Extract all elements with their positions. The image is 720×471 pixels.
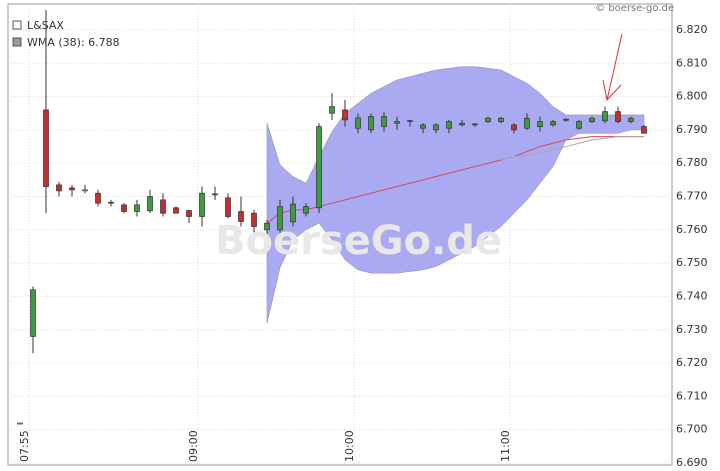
candle-body [394, 121, 400, 124]
y-tick-label: 6.690 [676, 456, 708, 469]
legend-label: L&SAX [27, 19, 64, 32]
copyright: © boerse-go.de [595, 3, 674, 14]
candle-body [615, 111, 621, 122]
line-series [500, 136, 644, 161]
candle-body [43, 109, 49, 187]
candle-body [602, 111, 608, 122]
y-tick-label: 6.710 [676, 389, 708, 402]
y-tick-label: 6.700 [676, 423, 708, 436]
candle-body [160, 199, 166, 214]
candle-body [134, 204, 140, 212]
candle-body [641, 126, 647, 134]
candle-body [485, 117, 491, 122]
x-tick-label: 07:55 [18, 430, 31, 462]
candle-body [147, 196, 153, 212]
annotation-arrow [602, 33, 623, 102]
y-tick-label: 6.780 [676, 156, 708, 169]
candle-body [407, 120, 413, 122]
legend-label: WMA (38): 6.788 [27, 36, 120, 49]
candle-body [108, 201, 114, 204]
candle-body [563, 118, 569, 121]
y-tick-label: 6.820 [676, 23, 708, 36]
legend-swatch [12, 20, 22, 30]
y-tick-label: 6.720 [676, 356, 708, 369]
x-tick-label: 09:00 [187, 430, 200, 462]
y-tick-label: 6.790 [676, 123, 708, 136]
candle-body [82, 189, 88, 192]
candle-body [30, 289, 36, 337]
candle-body [173, 207, 179, 214]
candle-body [290, 203, 296, 223]
candle-body [537, 121, 543, 127]
candle-body [446, 121, 452, 129]
candle-body [251, 212, 257, 227]
candle-body [95, 192, 101, 204]
candle-body [121, 204, 127, 212]
candle-body [225, 197, 231, 217]
candle-body [342, 109, 348, 121]
line-series [266, 136, 644, 224]
x-tick-label: 11:00 [499, 430, 512, 462]
candle-body [69, 187, 75, 191]
y-tick-label: 6.730 [676, 323, 708, 336]
candle-body [199, 192, 205, 217]
candle-body [303, 206, 309, 214]
y-tick-label: 6.760 [676, 223, 708, 236]
candle-body [368, 116, 374, 131]
candle-body [56, 184, 62, 192]
candle-body [576, 121, 582, 129]
candle-body [329, 106, 335, 114]
candle-body [498, 117, 504, 122]
watermark: BoerseGo.de [215, 218, 502, 264]
candle-body [264, 222, 270, 231]
candle-body [186, 210, 192, 217]
candle-body [238, 211, 244, 222]
candle-body [472, 123, 478, 126]
x-tick-label: 10:00 [343, 430, 356, 462]
candle-body [420, 124, 426, 129]
plot-layers: 6.690 6.700 6.710 6.720 6.730 6.740 6.750 6.760… [8, 4, 708, 469]
candle-body [550, 121, 556, 126]
candle-body [524, 117, 530, 129]
candle-body [433, 124, 439, 131]
legend-swatch [12, 37, 22, 47]
candle-body [511, 124, 517, 131]
candle-body [212, 193, 218, 196]
candle-body [277, 206, 283, 231]
y-tick-label: 6.740 [676, 289, 708, 302]
candle-body [589, 117, 595, 122]
y-tick-label: 6.770 [676, 190, 708, 203]
y-tick-label: 6.750 [676, 256, 708, 269]
candle-body [355, 117, 361, 129]
candle-body [459, 122, 465, 126]
candle-body [316, 126, 322, 209]
y-tick-label: 6.800 [676, 90, 708, 103]
candle-body [628, 117, 634, 122]
candle-body [381, 116, 387, 127]
y-tick-label: 6.810 [676, 56, 708, 69]
candle-body [17, 422, 23, 425]
